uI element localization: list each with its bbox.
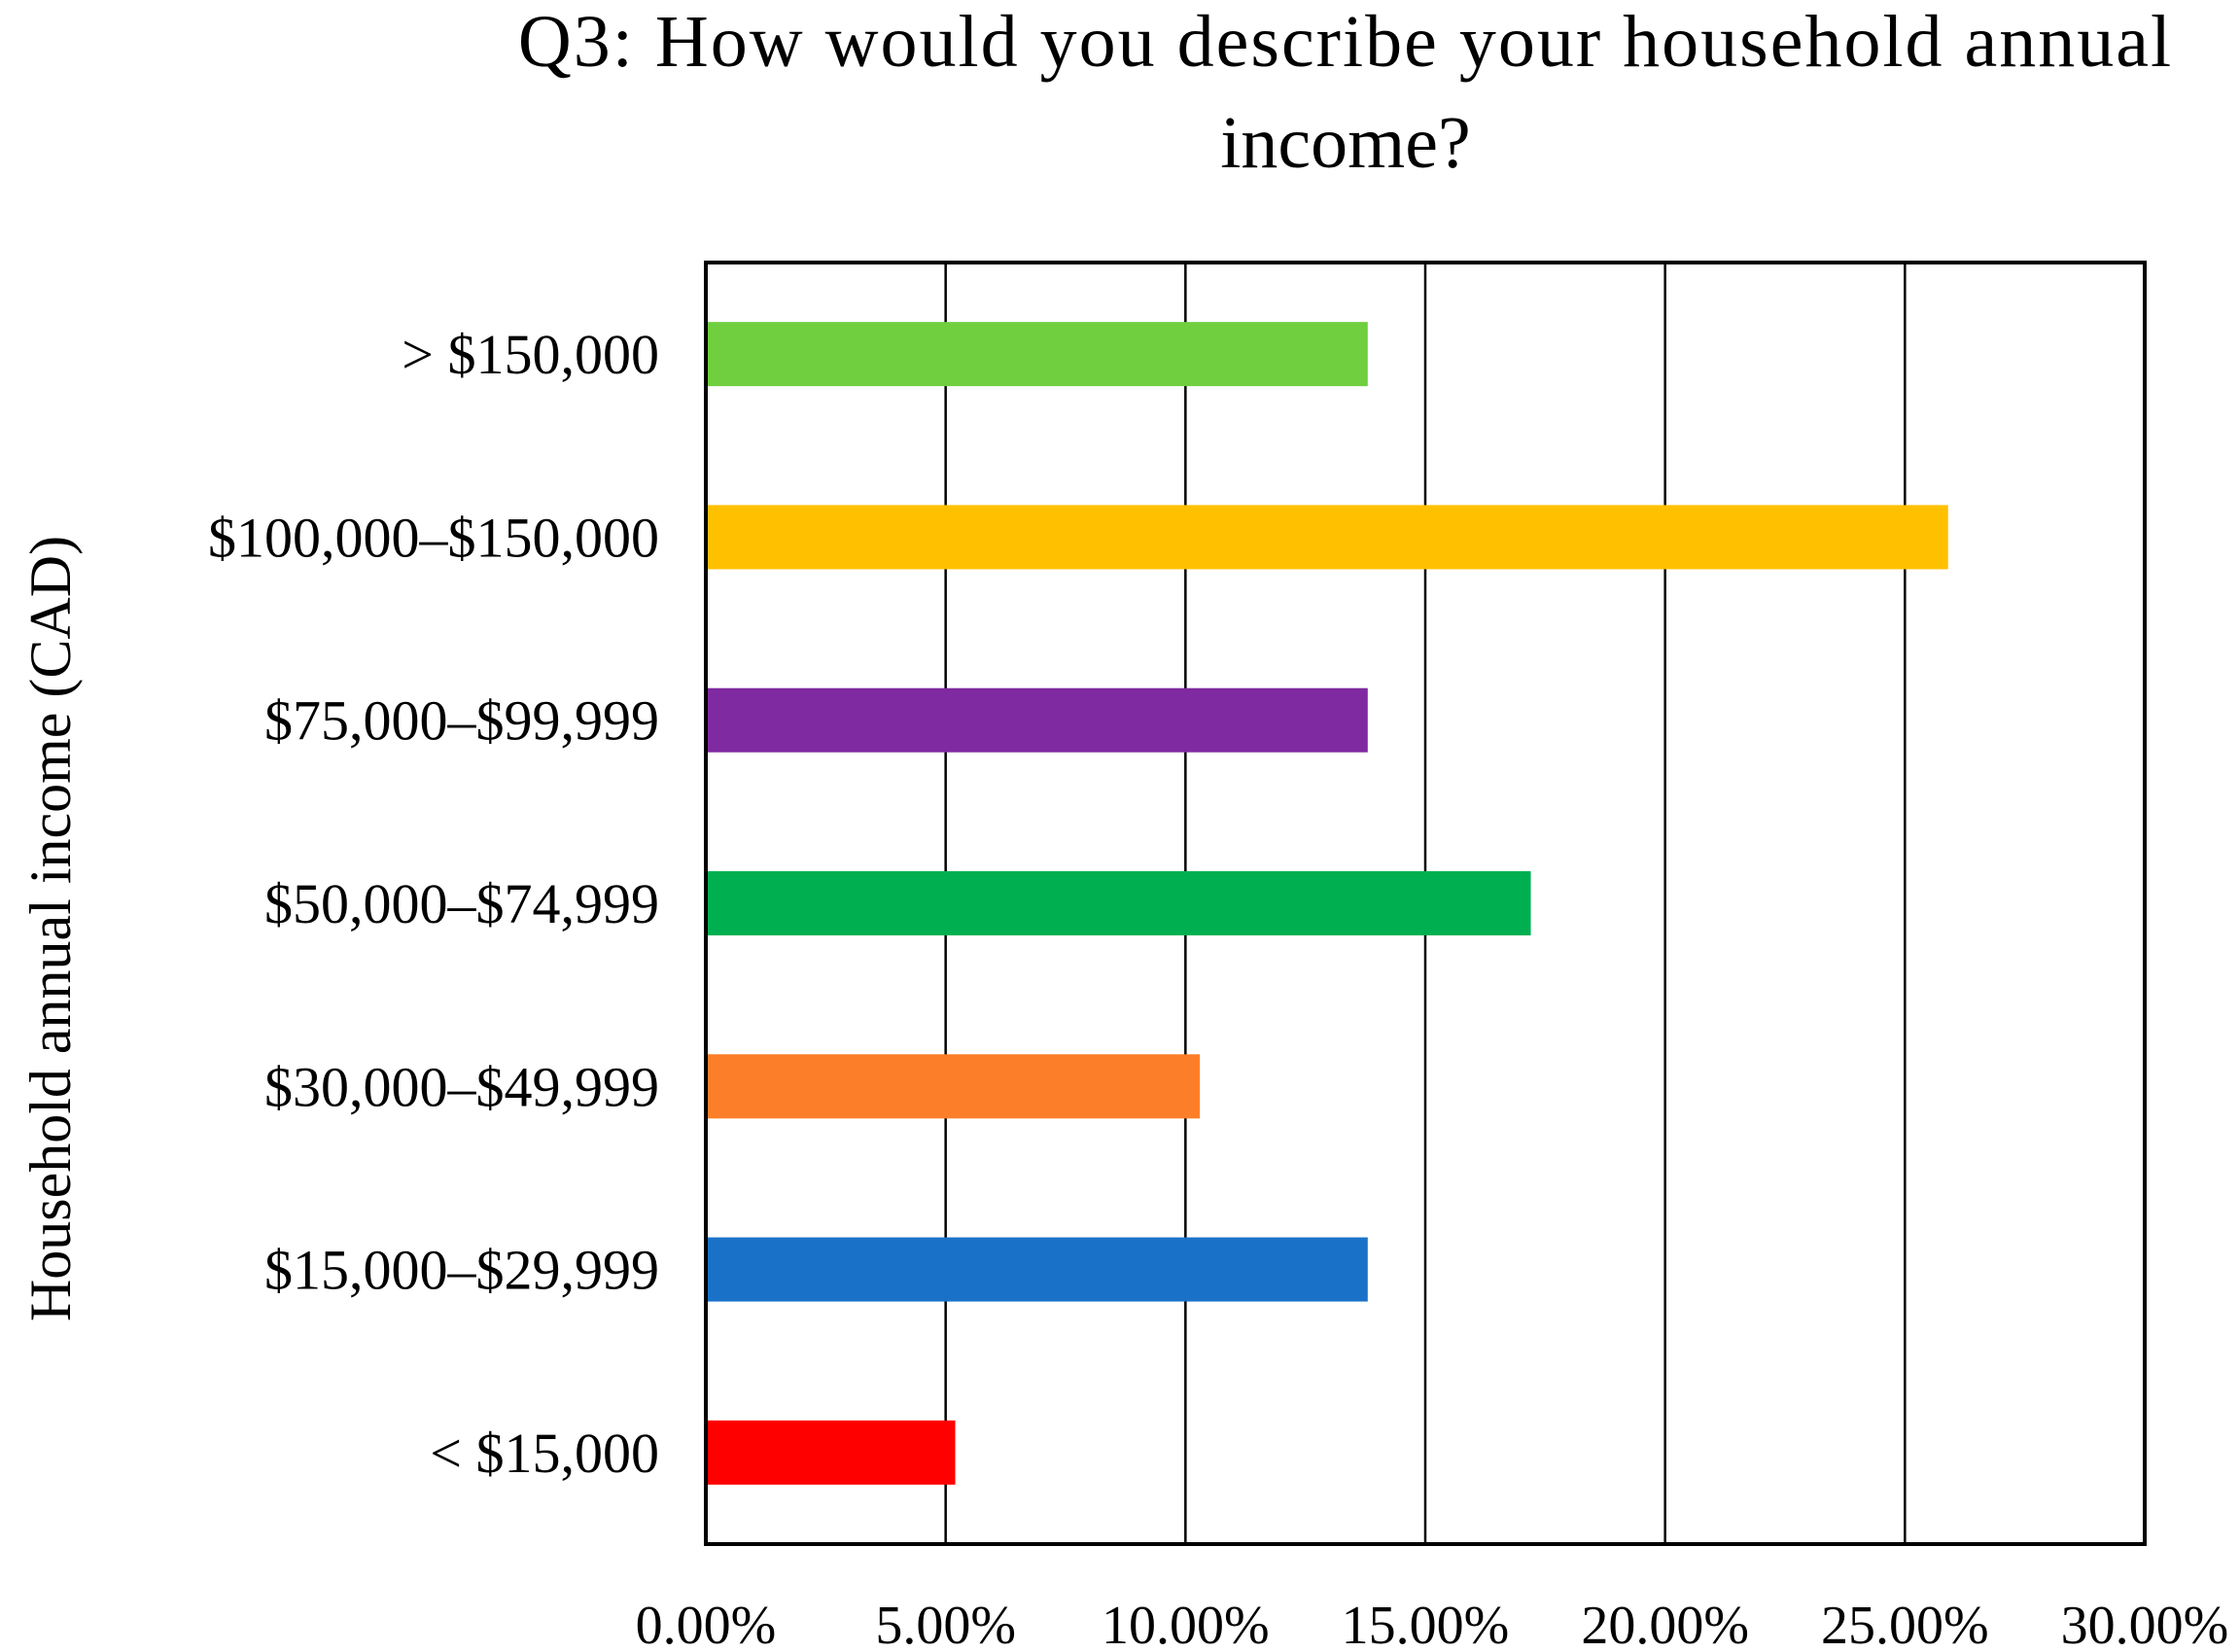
x-tick-label: 25.00% [1821, 1596, 1989, 1647]
plot-area-border [704, 261, 2147, 1546]
chart-title-line-1: Q3: How would you describe your househol… [518, 1, 2173, 83]
category-label: > $150,000 [402, 323, 659, 386]
category-label: $15,000–$29,999 [264, 1239, 659, 1302]
bar [708, 322, 1368, 387]
x-tick-labels: 0.00% 5.00% 10.00% 15.00% 20.00% 25.00% 30.00% [636, 1596, 2229, 1652]
bar [708, 1237, 1368, 1302]
y-axis-label: Household annual income (CAD) [18, 536, 83, 1321]
x-tick-label: 5.00% [875, 1596, 1016, 1647]
category-labels: > $150,000 $100,000–$150,000 $75,000–$99,9… [208, 323, 659, 1485]
bar [708, 1420, 956, 1485]
category-label: < $15,000 [430, 1422, 659, 1485]
x-tick-label: 30.00% [2061, 1596, 2229, 1647]
bar [708, 871, 1531, 935]
chart-title-line-2: income? [1220, 102, 1470, 184]
category-label: $100,000–$150,000 [208, 506, 659, 569]
chart-title: Q3: How would you describe your househol… [518, 1, 2173, 184]
bar [708, 505, 1948, 570]
x-tick-label: 15.00% [1342, 1596, 1510, 1647]
bar [708, 1054, 1201, 1119]
bar [708, 687, 1368, 753]
x-tick-label: 10.00% [1102, 1596, 1270, 1647]
category-label: $30,000–$49,999 [264, 1055, 659, 1118]
category-label: $75,000–$99,999 [264, 689, 659, 753]
bars [708, 322, 1948, 1485]
x-tick-label: 20.00% [1581, 1596, 1749, 1647]
x-tick-label: 0.00% [636, 1596, 777, 1647]
category-label: $50,000–$74,999 [264, 872, 659, 935]
